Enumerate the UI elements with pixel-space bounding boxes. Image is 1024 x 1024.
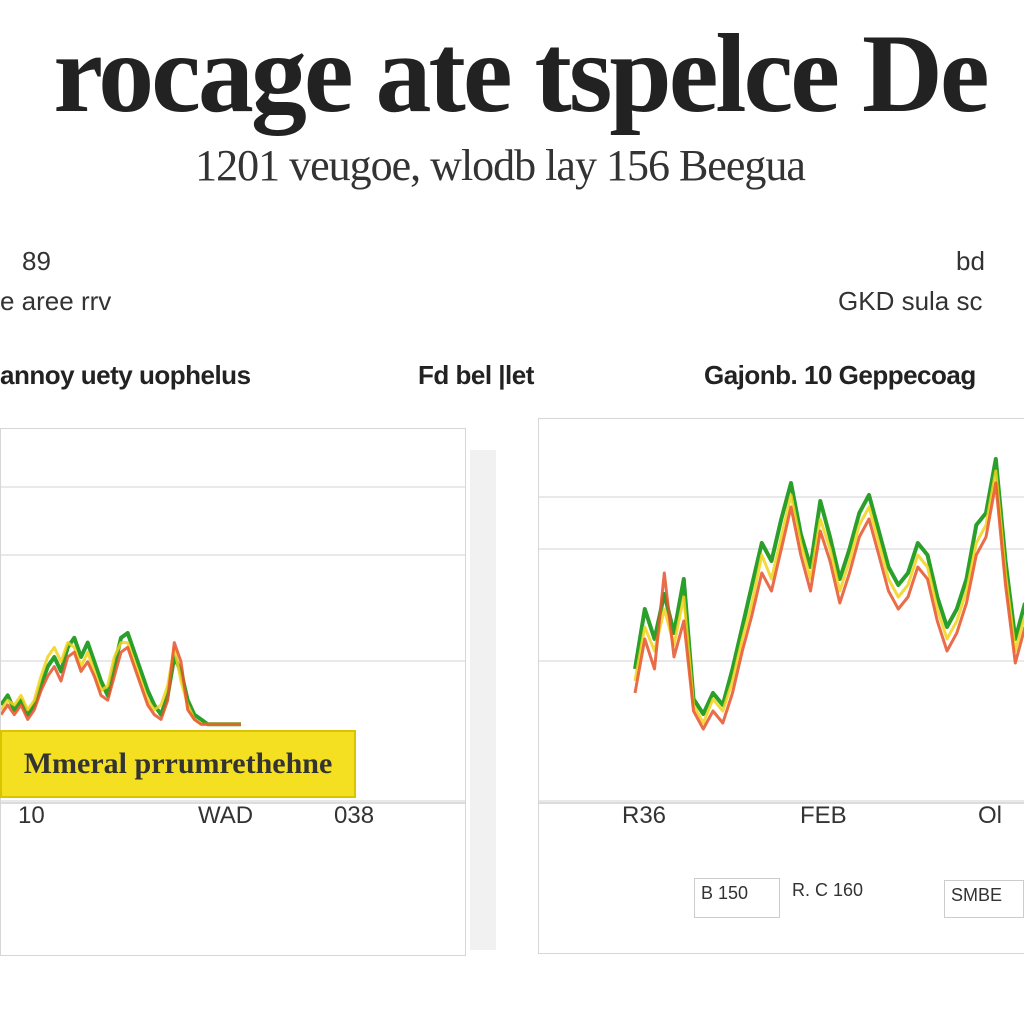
legend-entry-3: SMBE — [944, 880, 1024, 918]
right-series-line-1 — [633, 469, 1024, 725]
right-chart — [539, 457, 1024, 804]
legend-entry-2: R. C 160 — [786, 876, 896, 924]
left-tick-2: WAD — [198, 802, 254, 829]
right-series-line-0 — [633, 457, 1024, 716]
right-top-value: bd — [956, 246, 985, 276]
right-tick-2: FEB — [800, 802, 847, 829]
left-caption: annoy uety uophelus — [0, 360, 251, 390]
main-title: rocage ate tspelce De — [53, 12, 989, 136]
left-top-label: e aree rrv — [0, 286, 112, 316]
middle-caption: Fd bel |let — [418, 360, 534, 390]
scroll-strip — [470, 450, 496, 950]
left-top-value: 89 — [22, 246, 51, 276]
legend-entry-1: B 150 — [694, 878, 780, 918]
left-tick-3: 038 — [334, 802, 375, 829]
right-caption: Gajonb. 10 Geppecoag — [704, 360, 976, 390]
right-chart-panel — [538, 418, 1024, 954]
left-series-line-0 — [1, 631, 241, 727]
left-chart-panel — [0, 428, 466, 956]
left-series-line-2 — [1, 641, 241, 726]
right-top-label: GKD sula sc — [838, 286, 983, 316]
right-tick-1: R36 — [622, 802, 667, 829]
right-tick-3: Ol — [978, 802, 1002, 829]
callout-label: Mmeral prrumrethehne — [0, 730, 356, 798]
left-chart — [1, 486, 465, 804]
subtitle: 1201 veugoe, wlodb lay 156 Beegua — [195, 141, 806, 190]
left-tick-1: 10 — [18, 802, 45, 829]
right-series-line-2 — [633, 481, 1024, 731]
